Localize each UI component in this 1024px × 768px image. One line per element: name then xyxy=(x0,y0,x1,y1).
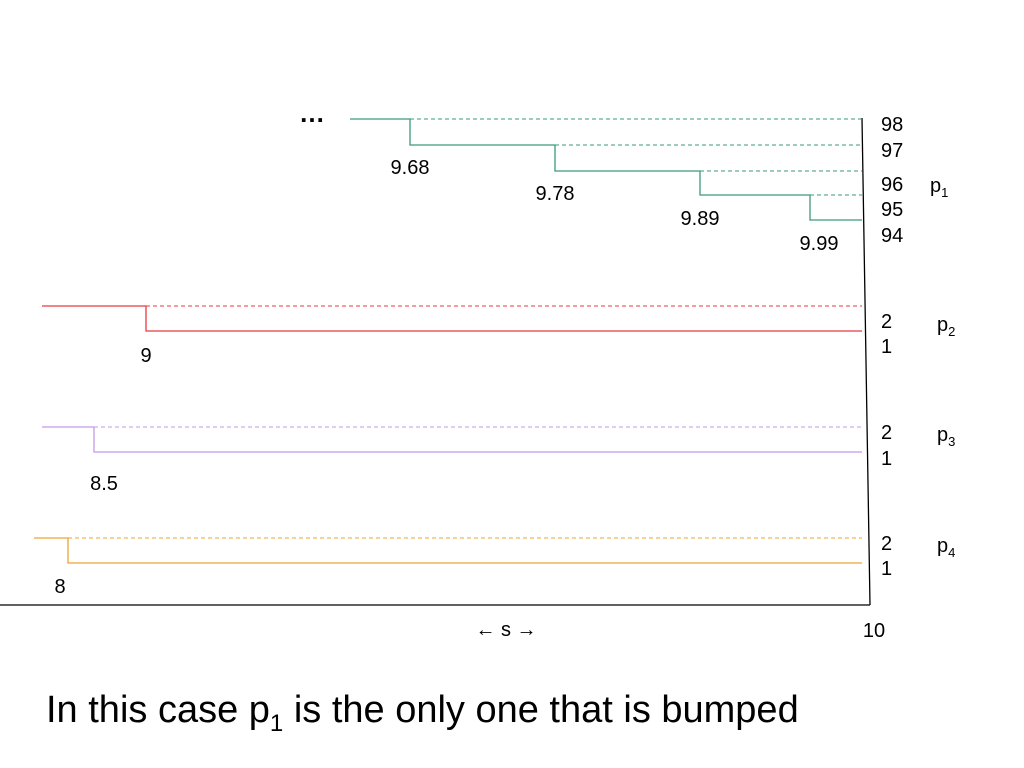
caption-suffix: is the only one that is bumped xyxy=(283,689,798,731)
p2-step-line xyxy=(42,305,862,332)
group-p1: 98 97 96 95 94 9.68 9.78 9.89 9.99 p1 xyxy=(350,114,948,255)
p1-break-label: 9.78 xyxy=(536,183,575,205)
group-p4: 2 1 8 p4 xyxy=(34,533,955,598)
p3-step-line xyxy=(42,426,862,453)
s-axis-label: ← s → xyxy=(475,619,536,641)
caption-prefix: In this case p xyxy=(46,689,270,731)
p3-level-2: 2 xyxy=(881,422,892,444)
p1-level-94: 94 xyxy=(881,225,903,247)
p4-step-line xyxy=(34,537,862,564)
p2-level-2: 2 xyxy=(881,311,892,333)
ellipsis-label: … xyxy=(299,98,325,128)
p1-level-96: 96 xyxy=(881,174,903,196)
p1-break-label: 9.68 xyxy=(391,157,430,179)
p1-level-97: 97 xyxy=(881,140,903,162)
p3-break-label: 8.5 xyxy=(90,473,118,495)
p3-level-1: 1 xyxy=(881,448,892,470)
group-p2: 2 1 9 p2 xyxy=(42,305,955,367)
p4-name: p4 xyxy=(937,535,955,560)
p2-break-label: 9 xyxy=(140,345,151,367)
caption-subscript: 1 xyxy=(270,710,283,737)
p2-name: p2 xyxy=(937,314,955,339)
caption: In this case p1 is the only one that is … xyxy=(46,689,799,737)
axis-end-label: 10 xyxy=(863,620,885,642)
p4-break-label: 8 xyxy=(54,576,65,598)
p1-step-line xyxy=(350,118,862,221)
p3-name: p3 xyxy=(937,424,955,449)
p1-level-98: 98 xyxy=(881,114,903,136)
p1-break-label: 9.89 xyxy=(681,208,720,230)
p1-name: p1 xyxy=(930,175,948,200)
p1-break-label: 9.99 xyxy=(800,233,839,255)
p4-level-2: 2 xyxy=(881,533,892,555)
group-p3: 2 1 8.5 p3 xyxy=(42,422,955,495)
right-axis xyxy=(861,117,871,606)
p2-level-1: 1 xyxy=(881,336,892,358)
p1-level-95: 95 xyxy=(881,199,903,221)
p4-level-1: 1 xyxy=(881,558,892,580)
